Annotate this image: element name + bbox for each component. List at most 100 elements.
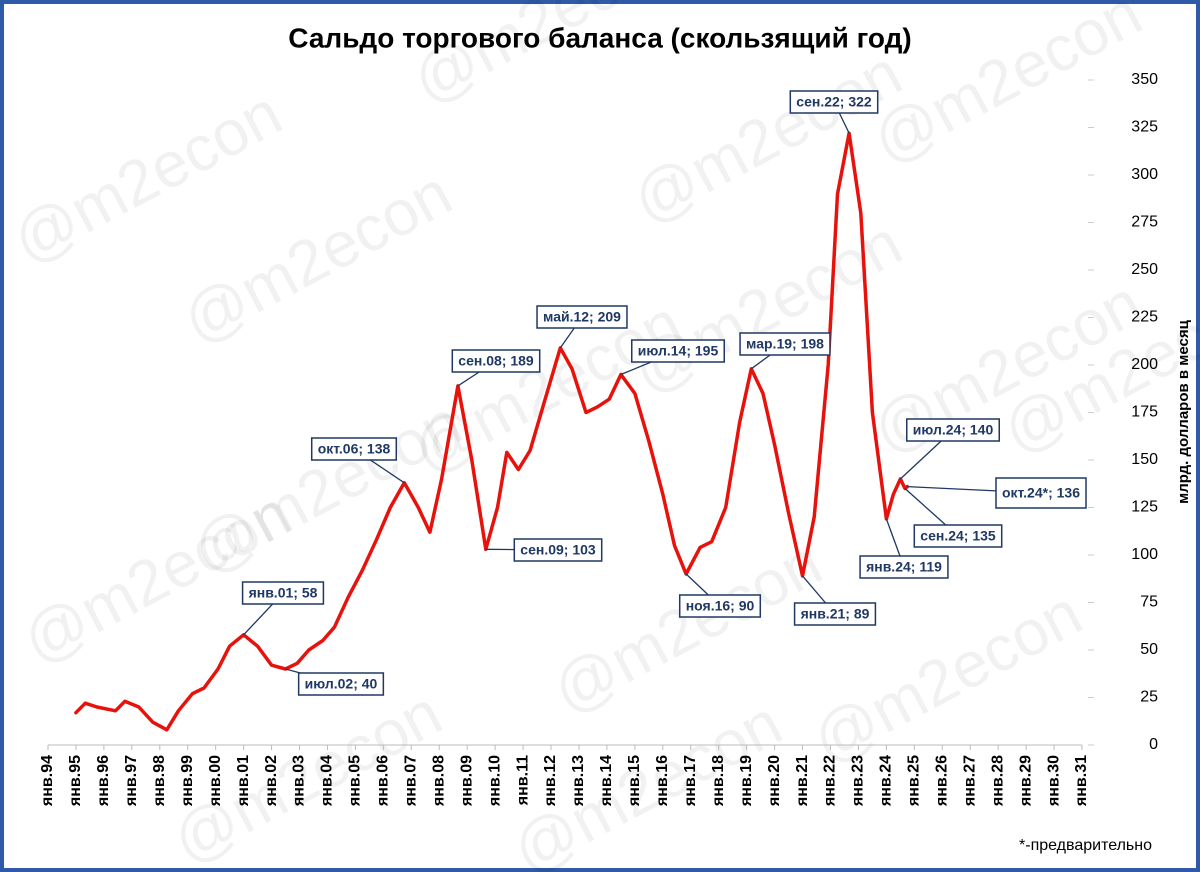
x-tick-label: янв.16 xyxy=(654,755,671,807)
annotation: май.12; 209 xyxy=(536,305,628,349)
y-tick-label: 25 xyxy=(1140,689,1158,706)
annotation: янв.24; 119 xyxy=(859,518,949,579)
x-tick-label: янв.09 xyxy=(458,755,475,807)
annotation-label: янв.24; 119 xyxy=(866,559,942,575)
annotation: сен.24; 135 xyxy=(904,488,1003,548)
x-tick-label: янв.06 xyxy=(375,755,392,807)
x-tick-label: янв.30 xyxy=(1045,755,1062,807)
x-tick-label: янв.01 xyxy=(235,755,252,807)
x-tick-label: янв.25 xyxy=(906,755,923,807)
y-tick-label: 75 xyxy=(1140,594,1158,611)
x-tick-label: янв.00 xyxy=(207,755,224,807)
x-tick-label: янв.94 xyxy=(39,755,56,807)
annotation: окт.06; 138 xyxy=(310,437,405,484)
annotation: июл.02; 40 xyxy=(285,668,385,696)
y-axis-label: млрд. долларов в месяц xyxy=(1175,319,1192,503)
x-tick-label: янв.02 xyxy=(263,755,280,807)
annotation-box xyxy=(739,332,831,356)
annotation: сен.22; 322 xyxy=(789,90,879,134)
x-tick-label: янв.08 xyxy=(430,755,447,807)
annotation-box xyxy=(241,581,325,605)
annotation-label: янв.01; 58 xyxy=(249,585,318,601)
x-tick-label: янв.20 xyxy=(766,755,783,807)
annotation: янв.01; 58 xyxy=(241,581,325,636)
annotation-label: сен.24; 135 xyxy=(920,528,996,544)
x-tick-label: янв.18 xyxy=(710,755,727,807)
x-tick-label: янв.15 xyxy=(626,755,643,807)
x-tick-label: янв.27 xyxy=(961,755,978,807)
y-tick-label: 125 xyxy=(1131,499,1158,516)
x-tick-label: янв.23 xyxy=(850,755,867,807)
y-tick-label: 225 xyxy=(1131,309,1158,326)
y-tick-label: 200 xyxy=(1131,356,1158,373)
x-tick-label: янв.98 xyxy=(151,755,168,807)
x-tick-label: янв.07 xyxy=(403,755,420,807)
annotation-label: янв.21; 89 xyxy=(801,606,870,622)
annotation-box xyxy=(859,555,949,579)
x-tick-label: янв.95 xyxy=(67,755,84,807)
annotation-box xyxy=(913,524,1003,548)
y-tick-label: 150 xyxy=(1131,451,1158,468)
y-tick-label: 50 xyxy=(1140,641,1158,658)
x-tick-label: янв.96 xyxy=(95,755,112,807)
x-tick-label: янв.26 xyxy=(933,755,950,807)
x-tick-label: янв.28 xyxy=(989,755,1006,807)
y-tick-label: 100 xyxy=(1131,546,1158,563)
y-tick-label: 325 xyxy=(1131,119,1158,136)
x-tick-label: янв.31 xyxy=(1073,755,1090,807)
chart-title: Сальдо торгового баланса (скользящий год… xyxy=(288,22,911,53)
x-tick-label: янв.97 xyxy=(123,755,140,807)
annotation-box xyxy=(793,602,877,626)
annotation-label: июл.14; 195 xyxy=(638,343,719,359)
x-tick-label: янв.17 xyxy=(682,755,699,807)
x-tick-label: янв.11 xyxy=(514,755,531,806)
x-tick-label: янв.99 xyxy=(179,755,196,807)
annotation: сен.08; 189 xyxy=(451,349,541,387)
annotation: июл.24; 140 xyxy=(899,418,1000,480)
annotation-label: май.12; 209 xyxy=(543,309,621,325)
annotation-box xyxy=(310,437,398,461)
annotation-label: окт.06; 138 xyxy=(318,441,391,457)
x-tick-label: янв.24 xyxy=(878,755,895,807)
annotation-label: сен.22; 322 xyxy=(796,94,872,110)
annotation: июл.14; 195 xyxy=(620,339,725,376)
annotation-box xyxy=(678,594,762,618)
y-tick-label: 350 xyxy=(1131,71,1158,88)
x-tick-label: янв.04 xyxy=(319,755,336,807)
annotation: ноя.16; 90 xyxy=(678,573,762,618)
annotation-box xyxy=(789,90,879,114)
annotation: сен.09; 103 xyxy=(485,538,603,562)
annotation-box xyxy=(906,418,1000,442)
annotation-box xyxy=(451,349,541,373)
x-tick-label: янв.19 xyxy=(738,755,755,807)
annotation-label: сен.09; 103 xyxy=(520,542,596,558)
x-tick-label: янв.21 xyxy=(794,755,811,807)
x-tick-label: янв.12 xyxy=(542,755,559,807)
annotation-label: сен.08; 189 xyxy=(458,353,534,369)
annotation-box xyxy=(297,672,385,696)
annotation: мар.19; 198 xyxy=(739,332,831,370)
x-tick-label: янв.13 xyxy=(570,755,587,807)
x-tick-label: янв.05 xyxy=(347,755,364,807)
annotation-box xyxy=(513,538,603,562)
annotation-label: ноя.16; 90 xyxy=(686,598,755,614)
x-tick-label: янв.14 xyxy=(598,755,615,807)
annotation-label: окт.24*; 136 xyxy=(1002,485,1080,501)
annotation-box xyxy=(536,305,628,329)
y-tick-label: 0 xyxy=(1149,736,1158,753)
y-tick-label: 250 xyxy=(1131,261,1158,278)
annotation: янв.21; 89 xyxy=(793,575,877,626)
annotation-box xyxy=(631,339,725,363)
x-tick-label: янв.10 xyxy=(486,755,503,807)
y-tick-label: 275 xyxy=(1131,214,1158,231)
x-tick-label: янв.03 xyxy=(291,755,308,807)
note: *-предварительно xyxy=(1019,837,1152,854)
y-tick-label: 175 xyxy=(1131,404,1158,421)
y-tick-label: 300 xyxy=(1131,166,1158,183)
annotation-label: июл.24; 140 xyxy=(913,422,994,438)
line-series xyxy=(74,131,910,732)
annotation-box xyxy=(995,477,1087,509)
x-tick-label: янв.29 xyxy=(1017,755,1034,807)
x-tick-label: янв.22 xyxy=(822,755,839,807)
